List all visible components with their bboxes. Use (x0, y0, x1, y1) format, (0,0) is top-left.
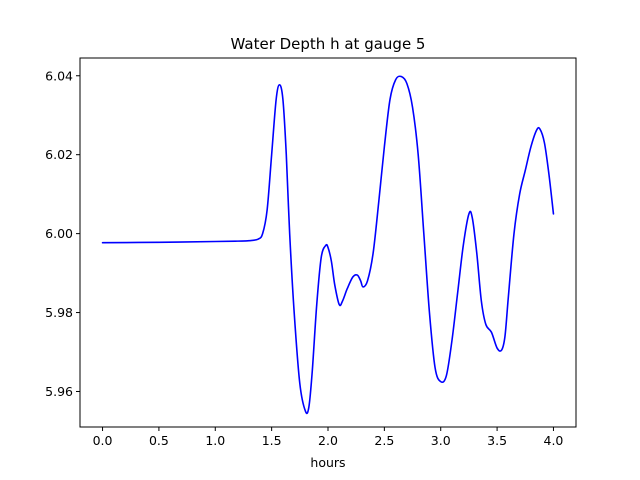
chart-title: Water Depth h at gauge 5 (231, 35, 426, 53)
series-line-0 (101, 75, 555, 415)
x-tick-label: 1.5 (262, 433, 282, 448)
x-tick-label: 0.0 (93, 433, 113, 448)
x-tick-label: 3.5 (487, 433, 507, 448)
y-tick-label: 6.02 (45, 147, 73, 162)
y-tick-label: 6.04 (45, 68, 73, 83)
x-tick-label: 2.5 (374, 433, 394, 448)
x-tick-label: 0.5 (149, 433, 169, 448)
x-tick-label: 1.0 (205, 433, 225, 448)
x-tick-label: 2.0 (318, 433, 338, 448)
x-tick-label: 3.0 (431, 433, 451, 448)
x-tick-label: 4.0 (544, 433, 564, 448)
plot-frame (79, 57, 577, 428)
x-axis-label: hours (310, 455, 345, 470)
y-tick-label: 5.96 (45, 384, 73, 399)
y-tick-label: 6.00 (45, 226, 73, 241)
ticks: 0.0 0.5 1.0 1.5 2.0 2.5 3.0 3.5 4.0 5.96 5.98 6.00 6… (45, 68, 563, 448)
y-tick-label: 5.98 (45, 305, 73, 320)
series-layer (101, 75, 555, 415)
